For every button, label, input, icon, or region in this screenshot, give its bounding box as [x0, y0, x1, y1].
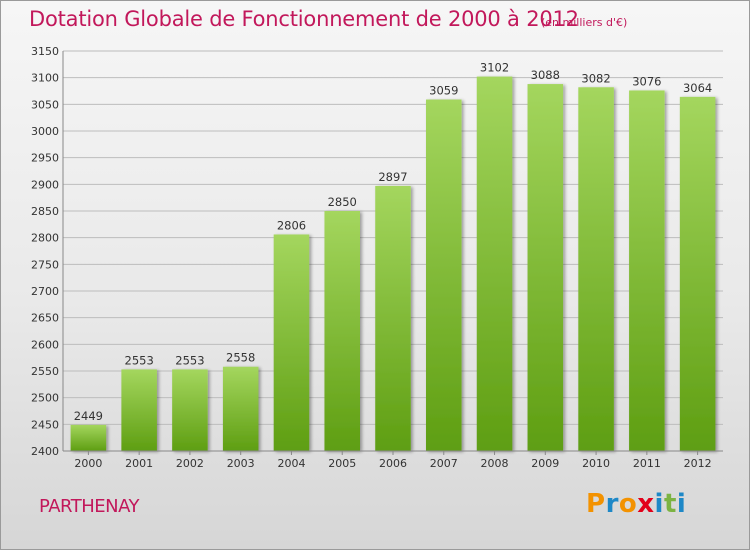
logo-letter: t	[663, 489, 677, 519]
x-axis: 2000 2001 2002 2003 2004 2005 2006 2007 2008 2009…	[63, 450, 723, 470]
y-tick-label: 2950	[31, 152, 59, 165]
y-tick-label: 3000	[31, 125, 59, 138]
bar-2002	[172, 369, 208, 451]
x-tick-label: 2008	[481, 457, 509, 470]
y-tick-label: 2750	[31, 258, 59, 271]
y-tick-label: 3100	[31, 72, 59, 85]
bar-labels: 2449 2553 2553 2558 2806 2850 2897 3059 3102 3088…	[74, 61, 713, 423]
bar-value-label: 2558	[226, 351, 255, 365]
x-tick-label: 2006	[379, 457, 407, 470]
bar-2000	[70, 424, 107, 451]
y-tick-label: 2650	[31, 312, 59, 325]
bar-2012	[679, 96, 716, 451]
bar-2010	[578, 87, 614, 452]
y-tick-label: 2850	[31, 205, 59, 218]
bar-2008	[476, 76, 513, 451]
bar-2001	[121, 369, 157, 451]
x-tick-label: 2009	[531, 457, 559, 470]
chart-title: Dotation Globale de Fonctionnement de 20…	[29, 7, 579, 31]
x-tick-label: 2012	[684, 457, 712, 470]
bar-value-label: 3088	[531, 68, 560, 82]
bar-2007	[426, 99, 462, 452]
x-tick-label: 2007	[430, 457, 458, 470]
bar-value-label: 2553	[125, 353, 154, 367]
y-tick-label: 2400	[31, 445, 59, 458]
bar-2006	[375, 185, 411, 451]
chart-subtitle: (en milliers d'€)	[541, 16, 628, 29]
x-tick-label: 2002	[176, 457, 204, 470]
y-tick-label: 2550	[31, 365, 59, 378]
y-tick-label: 2450	[31, 418, 59, 431]
bar-value-label: 3082	[581, 71, 610, 85]
y-tick-label: 2500	[31, 392, 59, 405]
city-name: PARTHENAY	[39, 496, 140, 517]
logo-letter: o	[618, 489, 638, 519]
logo-letter: i	[676, 489, 687, 519]
y-tick-label: 3150	[31, 45, 59, 58]
bar-value-label: 2806	[277, 218, 306, 232]
x-tick-label: 2004	[277, 457, 305, 470]
bars	[70, 76, 716, 452]
bar-value-label: 2897	[378, 170, 407, 184]
bar-value-label: 3076	[632, 74, 661, 88]
logo-letter: P	[586, 489, 606, 519]
bar-value-label: 3102	[480, 61, 509, 75]
y-tick-label: 2800	[31, 232, 59, 245]
x-tick-label: 2000	[74, 457, 102, 470]
x-tick-label: 2005	[328, 457, 356, 470]
bar-value-label: 2449	[74, 409, 103, 423]
bar-2009	[527, 84, 564, 452]
x-tick-label: 2003	[227, 457, 255, 470]
bar-2003	[222, 366, 259, 451]
x-tick-label: 2011	[633, 457, 661, 470]
logo-letter: r	[605, 489, 619, 519]
bar-value-label: 2553	[175, 353, 204, 367]
logo-letter: x	[637, 489, 655, 519]
proxiti-logo: Proxiti	[586, 489, 686, 519]
x-tick-label: 2010	[582, 457, 610, 470]
x-tick-label: 2001	[125, 457, 153, 470]
bar-value-label: 3064	[683, 81, 712, 95]
bar-2004	[273, 234, 310, 451]
bar-2005	[324, 211, 360, 451]
y-tick-label: 3050	[31, 98, 59, 111]
y-tick-label: 2700	[31, 285, 59, 298]
y-tick-label: 2900	[31, 178, 59, 191]
logo-letter: i	[654, 489, 664, 519]
y-axis: 2400 2450 2500 2550 2600 2650 2700 2750 2800 2850…	[31, 45, 64, 458]
y-tick-label: 2600	[31, 338, 59, 351]
bar-2011	[629, 90, 665, 451]
bar-value-label: 3059	[429, 84, 458, 98]
bar-value-label: 2850	[328, 195, 357, 209]
